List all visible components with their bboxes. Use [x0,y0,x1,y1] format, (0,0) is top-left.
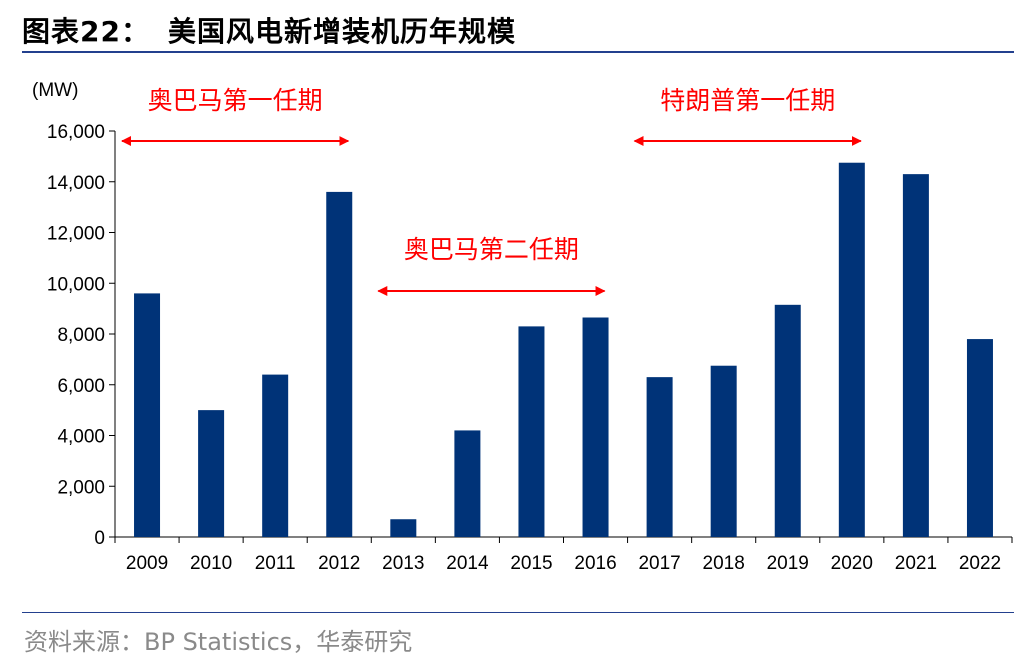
y-tick-label: 6,000 [57,376,105,397]
y-tick-label: 16,000 [47,122,105,143]
x-tick-label: 2015 [510,553,552,574]
bar-2012 [326,191,353,537]
bar-2010 [198,410,225,537]
y-axis-unit: (MW) [32,80,78,101]
bar-2018 [710,365,737,537]
figure-number: 图表22： [22,15,150,48]
x-tick-label: 2012 [318,553,360,574]
x-tick-label: 2011 [255,553,296,574]
figure-title: 图表22： 美国风电新增装机历年规模 [22,10,516,50]
y-tick-label: 10,000 [47,274,105,295]
term-label: 奥巴马第一任期 [148,86,323,115]
bar-2017 [646,377,673,537]
term-label: 奥巴马第二任期 [404,235,579,264]
bar-2014 [454,430,481,537]
x-tick-label: 2013 [382,553,424,574]
y-tick-label: 14,000 [47,173,105,194]
bar-2013 [390,519,417,537]
y-tick-label: 12,000 [47,224,105,245]
x-tick-label: 2020 [831,553,873,574]
bar-2009 [134,293,161,537]
x-tick-label: 2016 [574,553,616,574]
x-tick-label: 2021 [895,553,937,574]
x-tick-label: 2019 [767,553,809,574]
y-tick-label: 4,000 [57,427,105,448]
bar-2019 [774,304,801,537]
x-tick-label: 2014 [446,553,489,574]
x-tick-label: 2018 [703,553,745,574]
bottom-divider [22,612,1014,613]
top-divider [22,51,1014,53]
x-tick-label: 2017 [638,553,680,574]
x-tick-label: 2022 [959,553,1001,574]
source-note: 资料来源：BP Statistics，华泰研究 [24,628,413,656]
bar-2022 [966,339,993,537]
x-tick-label: 2009 [126,553,168,574]
y-tick-label: 2,000 [57,477,105,498]
bar-2015 [518,326,545,537]
y-tick-label: 0 [94,528,105,549]
x-tick-label: 2010 [190,553,232,574]
y-tick-label: 8,000 [57,325,105,346]
bar-2021 [902,174,929,537]
bar-2011 [262,374,289,537]
term-label: 特朗普第一任期 [660,86,835,115]
bar-2016 [582,317,609,537]
bar-2020 [838,162,865,537]
figure-title-text: 美国风电新增装机历年规模 [167,15,516,48]
